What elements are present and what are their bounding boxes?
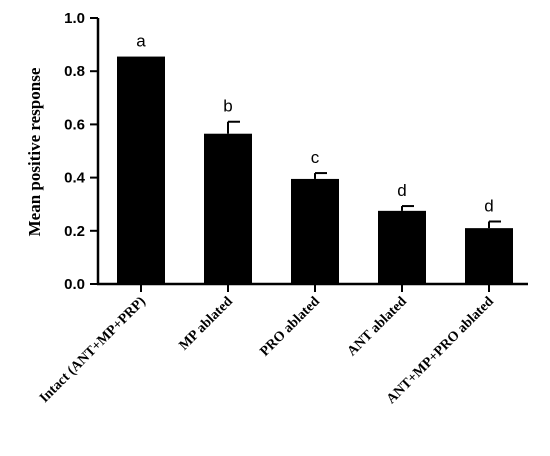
- x-category-label: ANT ablated: [345, 294, 410, 359]
- bar: [378, 210, 426, 284]
- y-tick-label: 0.4: [64, 170, 86, 187]
- y-tick-label: 1.0: [64, 10, 85, 27]
- significance-label: d: [484, 196, 493, 215]
- labels: 0.0 0.2 0.4 0.6 0.8 1.0 a Intact (ANT+MP+PRP) b M…: [37, 10, 497, 407]
- y-tick-label: 0.0: [64, 276, 85, 293]
- significance-label: b: [223, 97, 232, 116]
- significance-label: a: [136, 32, 146, 51]
- significance-label: c: [311, 148, 320, 167]
- significance-label: d: [397, 181, 406, 200]
- x-category-label: Intact (ANT+MP+PRP): [37, 294, 149, 406]
- x-category-label: MP ablated: [177, 294, 236, 353]
- y-tick-label: 0.8: [64, 63, 85, 80]
- y-tick-label: 0.6: [64, 116, 85, 133]
- y-tick-label: 0.2: [64, 223, 85, 240]
- bar: [465, 228, 513, 284]
- bar: [291, 178, 339, 284]
- bar: [204, 133, 252, 284]
- x-category-label: PRO ablated: [257, 294, 322, 359]
- y-axis-title: Mean positive response: [25, 67, 44, 236]
- bars: [117, 56, 513, 284]
- bar: [117, 56, 165, 284]
